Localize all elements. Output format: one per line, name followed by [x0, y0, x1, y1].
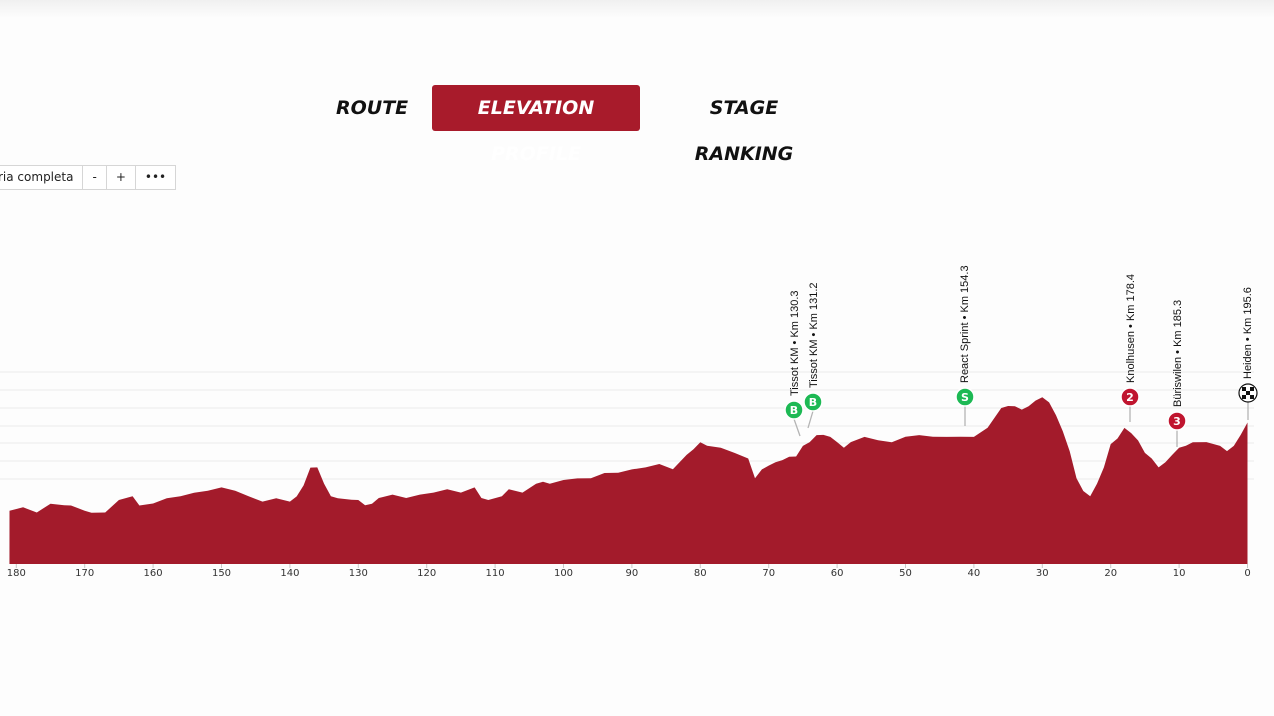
finish-flag-square	[1246, 391, 1250, 395]
x-tick-label-120: 120	[417, 568, 436, 579]
waypoint-leader-1	[807, 410, 814, 429]
waypoint-label-4: Büriswilen • Km 185.3	[1172, 300, 1184, 407]
x-tick-label-50: 50	[899, 568, 912, 579]
x-tick-label-40: 40	[968, 568, 981, 579]
zoom-out-button[interactable]: -	[83, 166, 107, 189]
x-tick-label-10: 10	[1173, 568, 1186, 579]
waypoint-marker-1	[803, 392, 823, 412]
x-tick-label-90: 90	[626, 568, 639, 579]
waypoint-marker-0	[784, 400, 804, 420]
waypoint-label-0: Tissot KM • Km 130.3	[789, 290, 801, 396]
x-tick-label-140: 140	[280, 568, 299, 579]
x-tick-label-110: 110	[486, 568, 505, 579]
waypoint-marker-label-1: B	[809, 396, 817, 409]
waypoint-marker-label-3: 2	[1126, 391, 1134, 404]
finish-flag-square	[1242, 387, 1246, 391]
waypoint-label-2: React Sprint • Km 154.3	[959, 265, 971, 383]
x-tick-label-30: 30	[1036, 568, 1049, 579]
zoom-in-button[interactable]: +	[107, 166, 136, 189]
elevation-profile-area	[9, 397, 1248, 564]
x-tick-label-170: 170	[75, 568, 94, 579]
x-tick-label-70: 70	[762, 568, 775, 579]
x-tick-label-130: 130	[349, 568, 368, 579]
x-tick-label-0: 0	[1244, 568, 1250, 579]
tab-stage-ranking[interactable]: STAGE RANKING	[694, 97, 794, 165]
tab-bar: ROUTE ELEVATION PROFILE STAGE RANKING	[0, 85, 1274, 165]
waypoint-label-5: Heiden • Km 195.6	[1242, 287, 1254, 379]
waypoint-label-1: Tissot KM • Km 131.2	[808, 282, 820, 388]
waypoint-label-3: Knolhusen • Km 178.4	[1125, 274, 1137, 383]
more-options-button[interactable]: •••	[144, 170, 167, 184]
x-tick-label-100: 100	[554, 568, 573, 579]
waypoint-marker-label-0: B	[790, 404, 798, 417]
waypoint-marker-label-4: 3	[1173, 415, 1181, 428]
finish-flag-square	[1250, 395, 1254, 399]
x-tick-label-20: 20	[1104, 568, 1117, 579]
x-tick-label-60: 60	[831, 568, 844, 579]
x-tick-label-80: 80	[694, 568, 707, 579]
chart-toolbar: ria completa - + •••	[0, 165, 177, 190]
finish-flag-square	[1250, 387, 1254, 391]
x-tick-label-150: 150	[212, 568, 231, 579]
x-tick-label-160: 160	[144, 568, 163, 579]
waypoint-marker-3	[1120, 387, 1140, 407]
top-shadow	[0, 0, 1274, 18]
waypoint-marker-4	[1167, 411, 1187, 431]
full-view-button[interactable]: ria completa	[0, 166, 84, 189]
waypoint-marker-label-2: S	[961, 391, 969, 404]
x-tick-label-180: 180	[7, 568, 26, 579]
waypoint-marker-2	[955, 387, 975, 407]
tab-route[interactable]: ROUTE	[336, 97, 409, 119]
waypoint-leader-0	[793, 418, 801, 437]
tab-elevation-profile[interactable]: ELEVATION PROFILE	[432, 85, 640, 165]
finish-flag-square	[1242, 395, 1246, 399]
